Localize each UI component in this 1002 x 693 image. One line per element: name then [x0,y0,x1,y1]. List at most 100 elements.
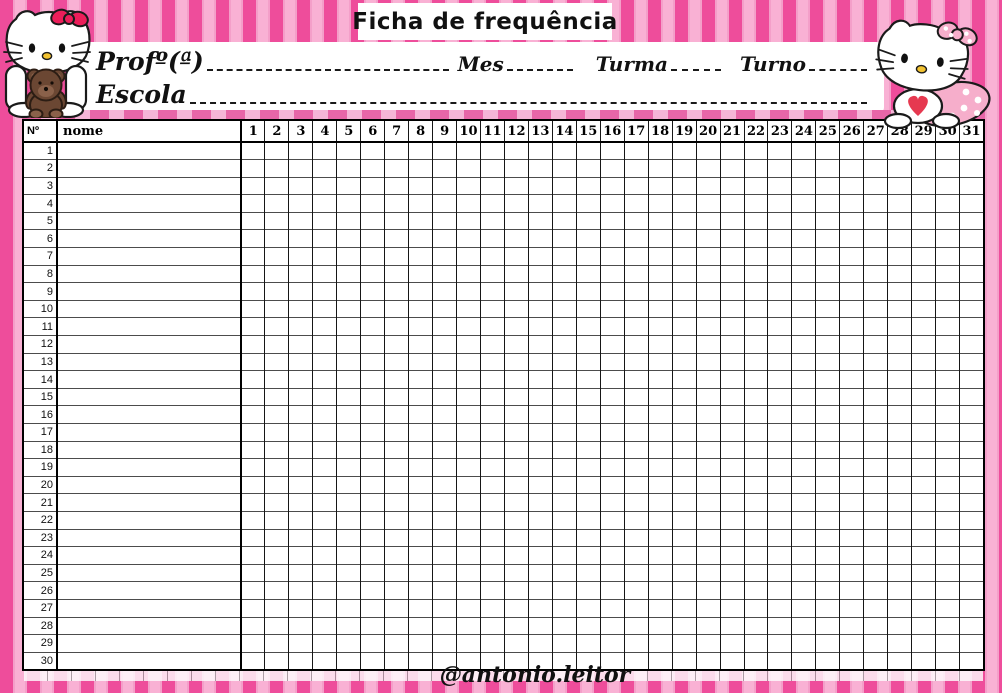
attendance-cell[interactable] [959,264,984,283]
attendance-cell[interactable] [743,563,768,582]
attendance-cell[interactable] [719,335,745,354]
attendance-cell[interactable] [527,264,553,283]
attendance-cell[interactable] [551,352,577,371]
attendance-cell[interactable] [408,510,433,530]
attendance-cell[interactable] [503,159,529,178]
attendance-cell[interactable] [575,352,601,371]
attendance-cell[interactable] [288,634,313,653]
attendance-cell[interactable] [863,528,888,547]
attendance-cell[interactable] [480,598,505,618]
attendance-cell[interactable] [480,387,505,406]
attendance-cell[interactable] [767,475,792,494]
attendance-cell[interactable] [695,528,721,547]
attendance-cell[interactable] [575,458,601,477]
attendance-cell[interactable] [671,176,697,195]
attendance-cell[interactable] [384,194,409,213]
attendance-cell[interactable] [432,317,457,336]
attendance-cell[interactable] [671,264,697,283]
attendance-cell[interactable] [599,405,625,424]
attendance-cell[interactable] [767,423,792,442]
student-name-cell[interactable] [56,264,242,283]
attendance-cell[interactable] [935,194,960,213]
attendance-cell[interactable] [551,405,577,424]
attendance-cell[interactable] [480,264,505,283]
attendance-cell[interactable] [767,159,792,178]
attendance-cell[interactable] [456,141,481,160]
attendance-cell[interactable] [551,387,577,406]
attendance-cell[interactable] [264,528,289,547]
attendance-cell[interactable] [815,528,840,547]
attendance-cell[interactable] [911,493,936,512]
attendance-cell[interactable] [599,634,625,653]
attendance-cell[interactable] [959,211,984,230]
attendance-cell[interactable] [599,211,625,230]
attendance-cell[interactable] [456,370,481,389]
attendance-cell[interactable] [575,194,601,213]
attendance-cell[interactable] [384,651,409,670]
student-name-cell[interactable] [56,651,242,670]
attendance-cell[interactable] [288,651,313,670]
attendance-cell[interactable] [288,458,313,477]
attendance-cell[interactable] [503,493,529,512]
attendance-cell[interactable] [839,510,864,530]
attendance-cell[interactable] [456,176,481,195]
attendance-cell[interactable] [288,475,313,494]
attendance-cell[interactable] [384,616,409,635]
attendance-cell[interactable] [959,159,984,178]
attendance-cell[interactable] [551,616,577,635]
attendance-cell[interactable] [456,387,481,406]
attendance-cell[interactable] [264,352,289,371]
attendance-cell[interactable] [887,423,912,442]
attendance-cell[interactable] [575,616,601,635]
attendance-cell[interactable] [839,493,864,512]
attendance-cell[interactable] [527,141,553,160]
attendance-cell[interactable] [959,440,984,459]
attendance-cell[interactable] [815,493,840,512]
attendance-cell[interactable] [671,423,697,442]
attendance-cell[interactable] [887,335,912,354]
attendance-cell[interactable] [264,405,289,424]
attendance-cell[interactable] [551,229,577,248]
attendance-cell[interactable] [527,194,553,213]
attendance-cell[interactable] [551,598,577,618]
attendance-cell[interactable] [959,317,984,336]
attendance-cell[interactable] [480,176,505,195]
attendance-cell[interactable] [791,581,816,600]
attendance-cell[interactable] [695,335,721,354]
attendance-cell[interactable] [839,317,864,336]
attendance-cell[interactable] [456,510,481,530]
attendance-cell[interactable] [695,440,721,459]
attendance-cell[interactable] [480,528,505,547]
attendance-cell[interactable] [456,299,481,318]
attendance-cell[interactable] [384,264,409,283]
attendance-cell[interactable] [480,493,505,512]
attendance-cell[interactable] [887,581,912,600]
attendance-cell[interactable] [551,370,577,389]
attendance-cell[interactable] [719,546,745,565]
attendance-cell[interactable] [743,141,768,160]
attendance-cell[interactable] [647,493,673,512]
attendance-cell[interactable] [360,247,385,266]
attendance-cell[interactable] [527,493,553,512]
attendance-cell[interactable] [432,176,457,195]
attendance-cell[interactable] [408,598,433,618]
attendance-cell[interactable] [575,423,601,442]
attendance-cell[interactable] [264,546,289,565]
attendance-cell[interactable] [527,229,553,248]
attendance-cell[interactable] [743,440,768,459]
attendance-cell[interactable] [863,458,888,477]
attendance-cell[interactable] [695,563,721,582]
attendance-cell[interactable] [288,370,313,389]
attendance-cell[interactable] [240,475,265,494]
attendance-cell[interactable] [408,651,433,670]
attendance-cell[interactable] [527,423,553,442]
attendance-cell[interactable] [456,616,481,635]
attendance-cell[interactable] [623,475,649,494]
attendance-cell[interactable] [935,229,960,248]
attendance-cell[interactable] [432,616,457,635]
attendance-cell[interactable] [527,528,553,547]
attendance-cell[interactable] [839,352,864,371]
attendance-cell[interactable] [551,458,577,477]
attendance-cell[interactable] [911,528,936,547]
attendance-cell[interactable] [360,159,385,178]
